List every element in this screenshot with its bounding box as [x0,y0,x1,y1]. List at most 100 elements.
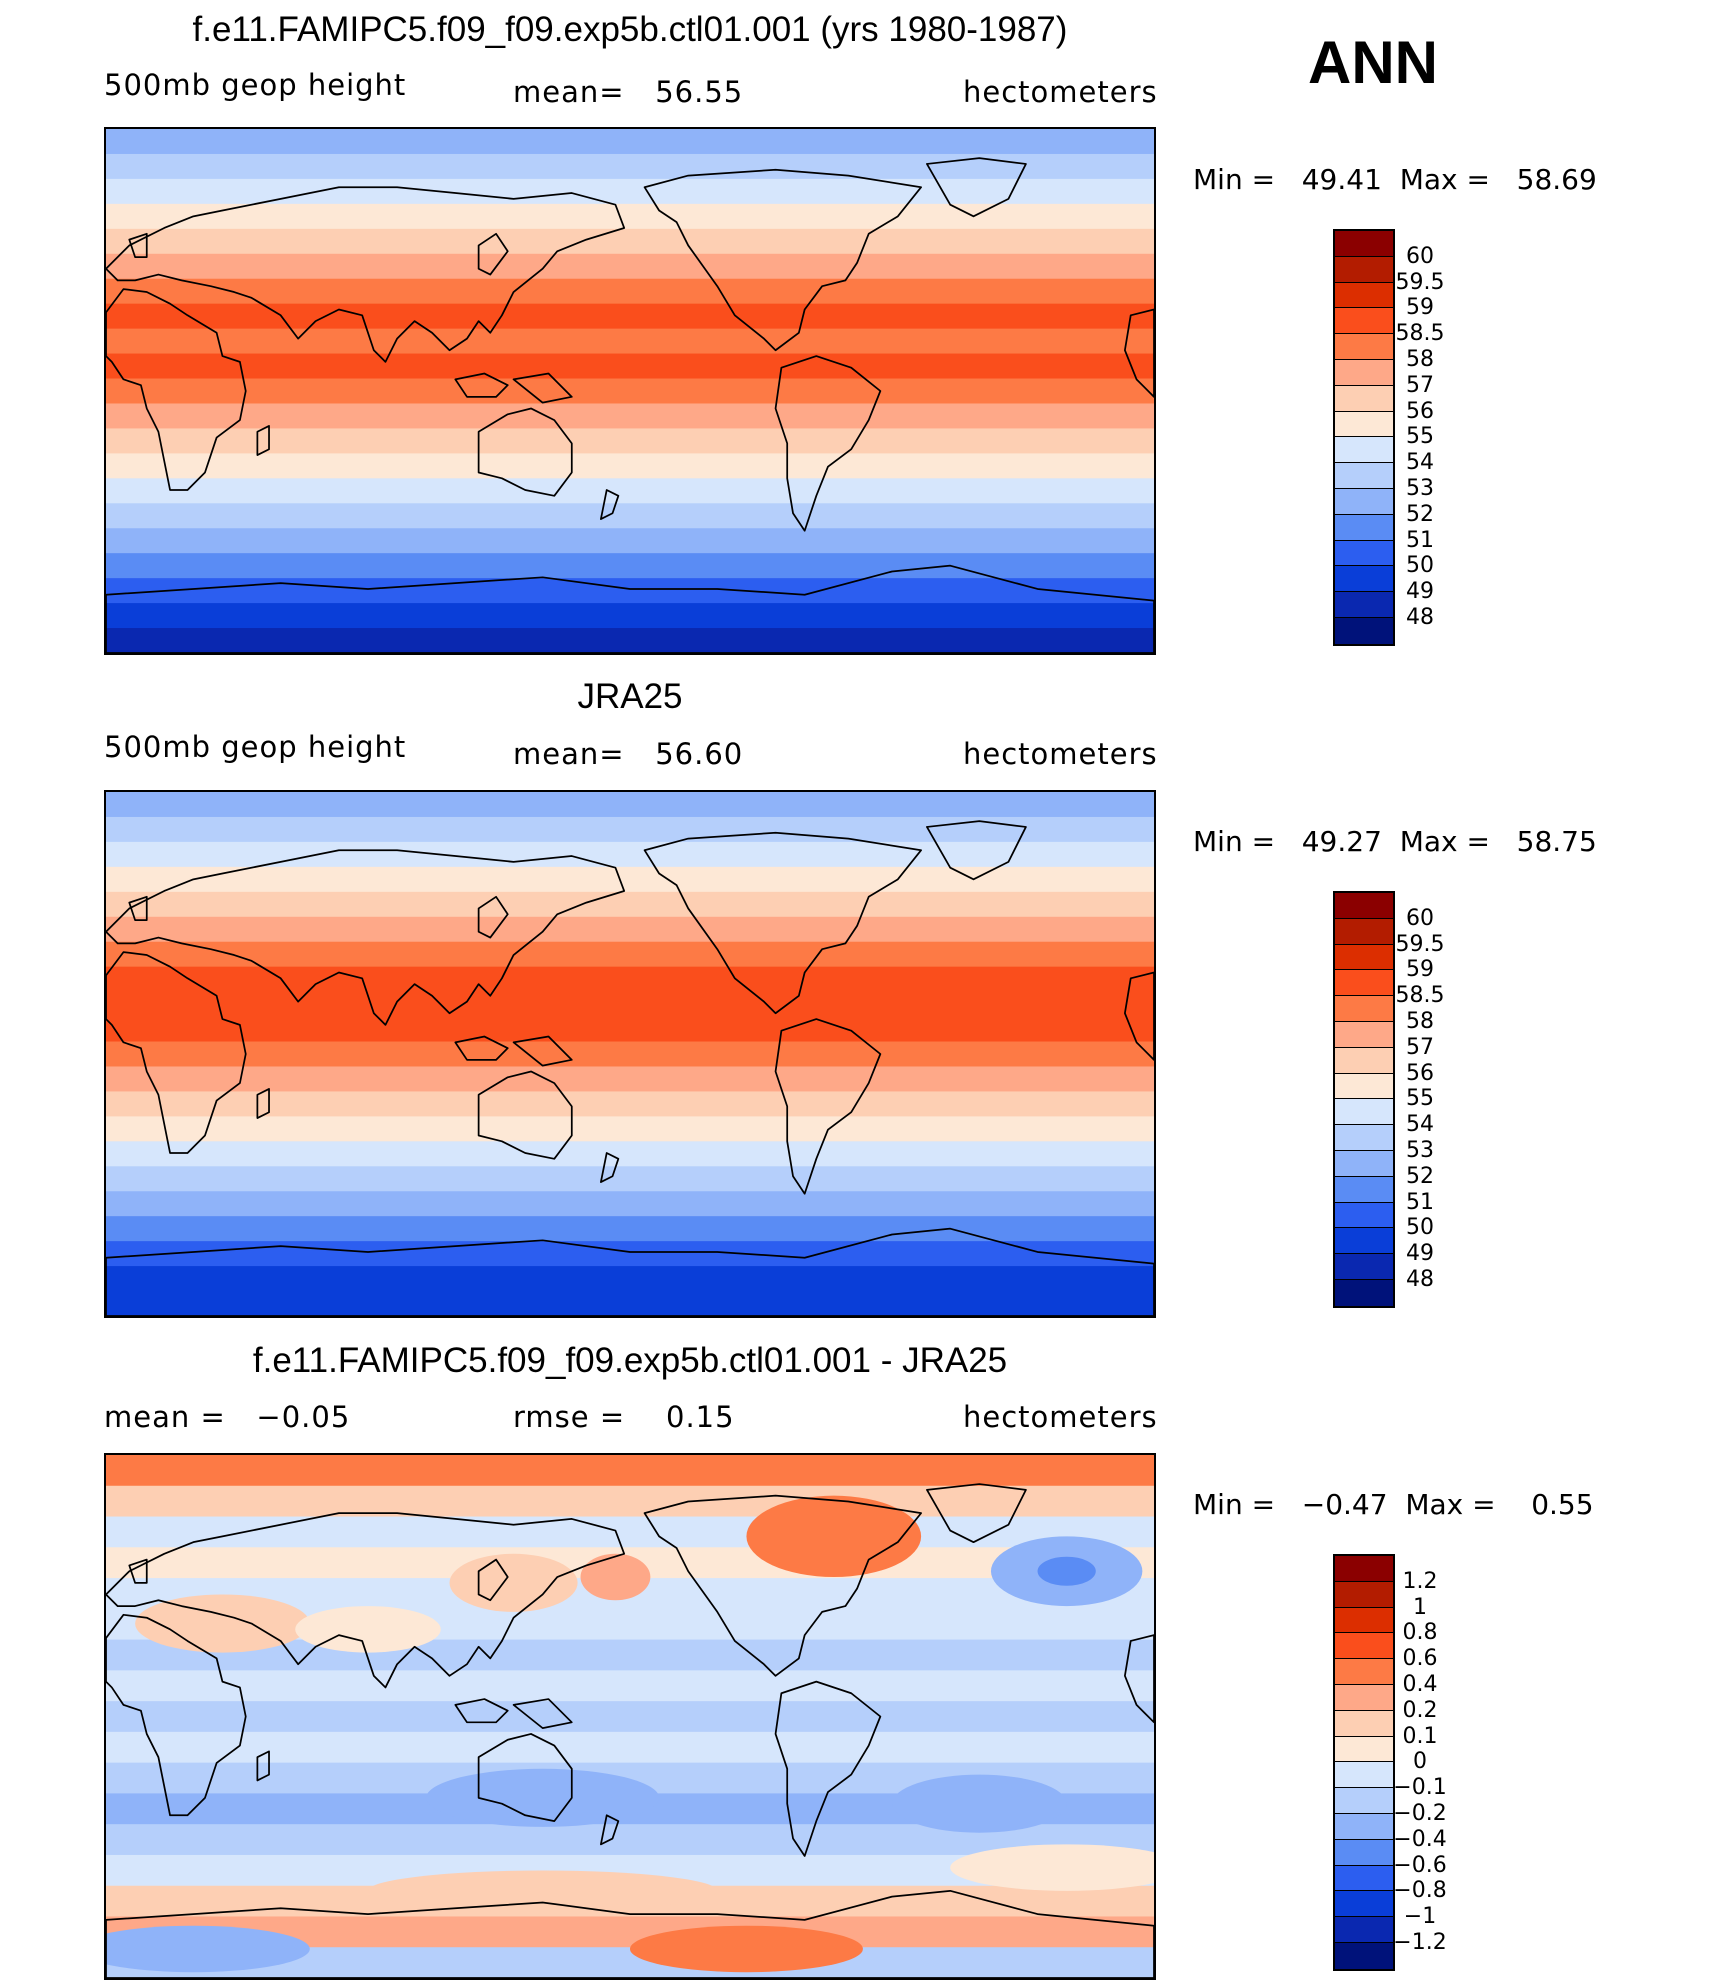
colorbar-swatch [1335,1556,1393,1582]
colorbar-swatch [1335,944,1393,971]
coastline [106,564,1154,653]
colorbar-swatch [1335,1633,1393,1660]
colorbar-label: 56 [1406,398,1434,424]
anomaly-contour [295,1606,441,1653]
colorbar-swatch [1335,1865,1393,1892]
coastline [643,831,922,1015]
coastline [256,1750,270,1782]
contour-band [106,1731,1154,1764]
panel-2-mean-label: mean= 56.60 [513,737,744,771]
colorbar-swatch [1335,1813,1393,1840]
colorbar-label: 56 [1406,1060,1434,1086]
contour-band [106,478,1154,505]
contour-band [106,153,1154,180]
colorbar-swatch [1335,1228,1393,1255]
colorbar-label: 0.4 [1402,1672,1438,1697]
colorbar-swatch [1335,996,1393,1022]
colorbar-label: 57 [1406,1034,1434,1060]
colorbar-swatch [1335,1710,1393,1737]
anomaly-contour [426,1768,660,1827]
coastline [256,425,270,456]
coastline [106,1512,626,1689]
contour-band [106,129,1154,155]
panel-1-map [104,127,1156,655]
contour-band [106,1291,1154,1316]
contour-band [106,303,1154,330]
panel-2-minmax: Min = 49.27 Max = 58.75 [1193,825,1597,858]
coastline [926,1483,1027,1544]
coastline [477,232,509,276]
contour-band [106,378,1154,405]
colorbar-swatch [1335,411,1393,438]
colorbar-label: 59.5 [1395,269,1445,295]
colorbar-swatch [1335,1047,1393,1074]
contour-band [106,628,1154,653]
panel-1-title: f.e11.FAMIPC5.f09_f09.exp5b.ctl01.001 (y… [192,10,1068,49]
contour-band [106,1266,1154,1292]
colorbar-swatch [1335,1125,1393,1151]
coastline [106,186,626,363]
anomaly-contour [746,1495,922,1578]
coastline [1124,971,1154,1061]
colorbar-swatch [1335,334,1393,360]
contour-band [106,1166,1154,1193]
contour-band [106,253,1154,280]
colorbar-swatch [1335,1762,1393,1789]
colorbar-swatch [1335,1788,1393,1814]
contour-band [106,503,1154,530]
colorbar-label: 59 [1406,957,1434,983]
colorbar-swatch [1335,1917,1393,1943]
colorbar-swatch [1335,1254,1393,1280]
contour-band [106,891,1154,918]
panel-3-mean-label: mean = −0.05 [104,1400,351,1434]
contour-band [106,1191,1154,1218]
colorbar-swatch [1335,1659,1393,1685]
colorbar-swatch [1335,893,1393,919]
contour-band [106,1516,1154,1549]
colorbar-label: 0 [1413,1749,1427,1775]
contour-band [106,428,1154,455]
colorbar-label: 51 [1406,1189,1434,1215]
colorbar-label: 48 [1406,1267,1434,1292]
colorbar-swatch [1335,592,1393,618]
coastline [774,355,882,532]
colorbar-label: 59 [1406,295,1434,321]
colorbar-swatch [1335,308,1393,335]
colorbar-label: 54 [1406,450,1434,476]
contour-band [106,1066,1154,1093]
colorbar-swatch [1335,918,1393,945]
coastline [454,1698,509,1724]
contour-band [106,966,1154,993]
coastline [128,232,148,258]
coastline [926,157,1027,218]
colorbar-swatch [1335,1607,1393,1634]
colorbar-label: 1.2 [1402,1568,1438,1594]
colorbar-label: 60 [1406,905,1434,931]
colorbar-label: 53 [1406,476,1434,501]
colorbar-swatch [1335,1891,1393,1918]
coastline [1124,308,1154,398]
coastline [454,372,509,398]
coastline [600,1152,620,1183]
contour-band [106,1041,1154,1068]
colorbar-swatch [1335,1279,1393,1306]
colorbar-label: −1 [1403,1904,1437,1930]
colorbar-label: 58.5 [1395,321,1445,347]
coastline [128,1558,148,1584]
contour-band [106,1116,1154,1143]
coastline [774,1018,882,1195]
colorbar-label: 51 [1406,527,1434,553]
contour-band [106,178,1154,205]
colorbar-swatch [1335,1099,1393,1126]
colorbar-swatch [1335,1176,1393,1203]
coastline [106,1613,247,1817]
coastline [600,1814,620,1846]
panel-3-map [104,1453,1156,1980]
colorbar-label: 0.8 [1402,1620,1438,1646]
colorbar-label: 53 [1406,1138,1434,1163]
colorbar-swatch [1335,514,1393,541]
colorbar-label: 50 [1406,553,1434,579]
colorbar-swatch [1335,1942,1393,1969]
colorbar-label: 1 [1413,1594,1427,1620]
colorbar-swatch [1335,1202,1393,1229]
